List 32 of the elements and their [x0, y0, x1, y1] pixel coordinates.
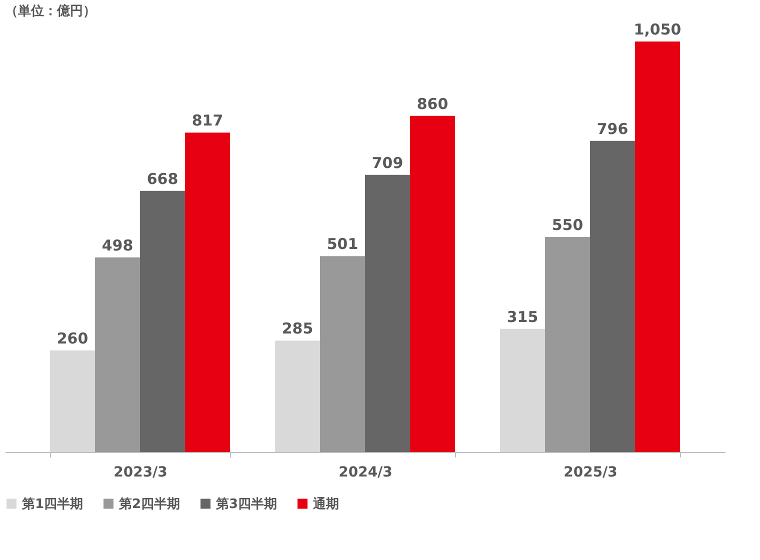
legend-label: 第1四半期	[21, 496, 84, 512]
data-label: 285	[282, 320, 314, 338]
data-label: 315	[506, 308, 538, 326]
data-label: 501	[326, 235, 358, 254]
bar	[140, 190, 185, 452]
bar	[320, 256, 365, 452]
data-label: 1,050	[634, 20, 682, 39]
data-label: 498	[102, 236, 134, 254]
bar	[545, 237, 590, 452]
data-label: 796	[596, 120, 628, 138]
bar	[275, 340, 320, 452]
bar	[50, 350, 95, 452]
bar	[500, 328, 545, 452]
bar	[410, 116, 455, 452]
data-label: 668	[146, 170, 178, 188]
chart-title: （単位：億円）	[5, 3, 96, 19]
data-label: 817	[192, 112, 224, 130]
bar	[635, 42, 680, 452]
data-label: 260	[56, 329, 88, 348]
legend-label: 第2四半期	[118, 496, 180, 512]
bar	[185, 132, 230, 452]
data-label: 860	[416, 94, 448, 113]
bar	[365, 174, 410, 452]
x-tick-label: 2025/3	[564, 464, 618, 480]
bar	[95, 257, 140, 452]
legend-label: 第3四半期	[215, 496, 278, 512]
x-tick-label: 2024/3	[338, 464, 392, 480]
data-label: 709	[372, 154, 404, 172]
x-tick-label: 2023/3	[114, 464, 168, 480]
bar	[590, 140, 635, 452]
legend-label: 通期	[312, 496, 339, 512]
data-label: 550	[552, 216, 584, 234]
